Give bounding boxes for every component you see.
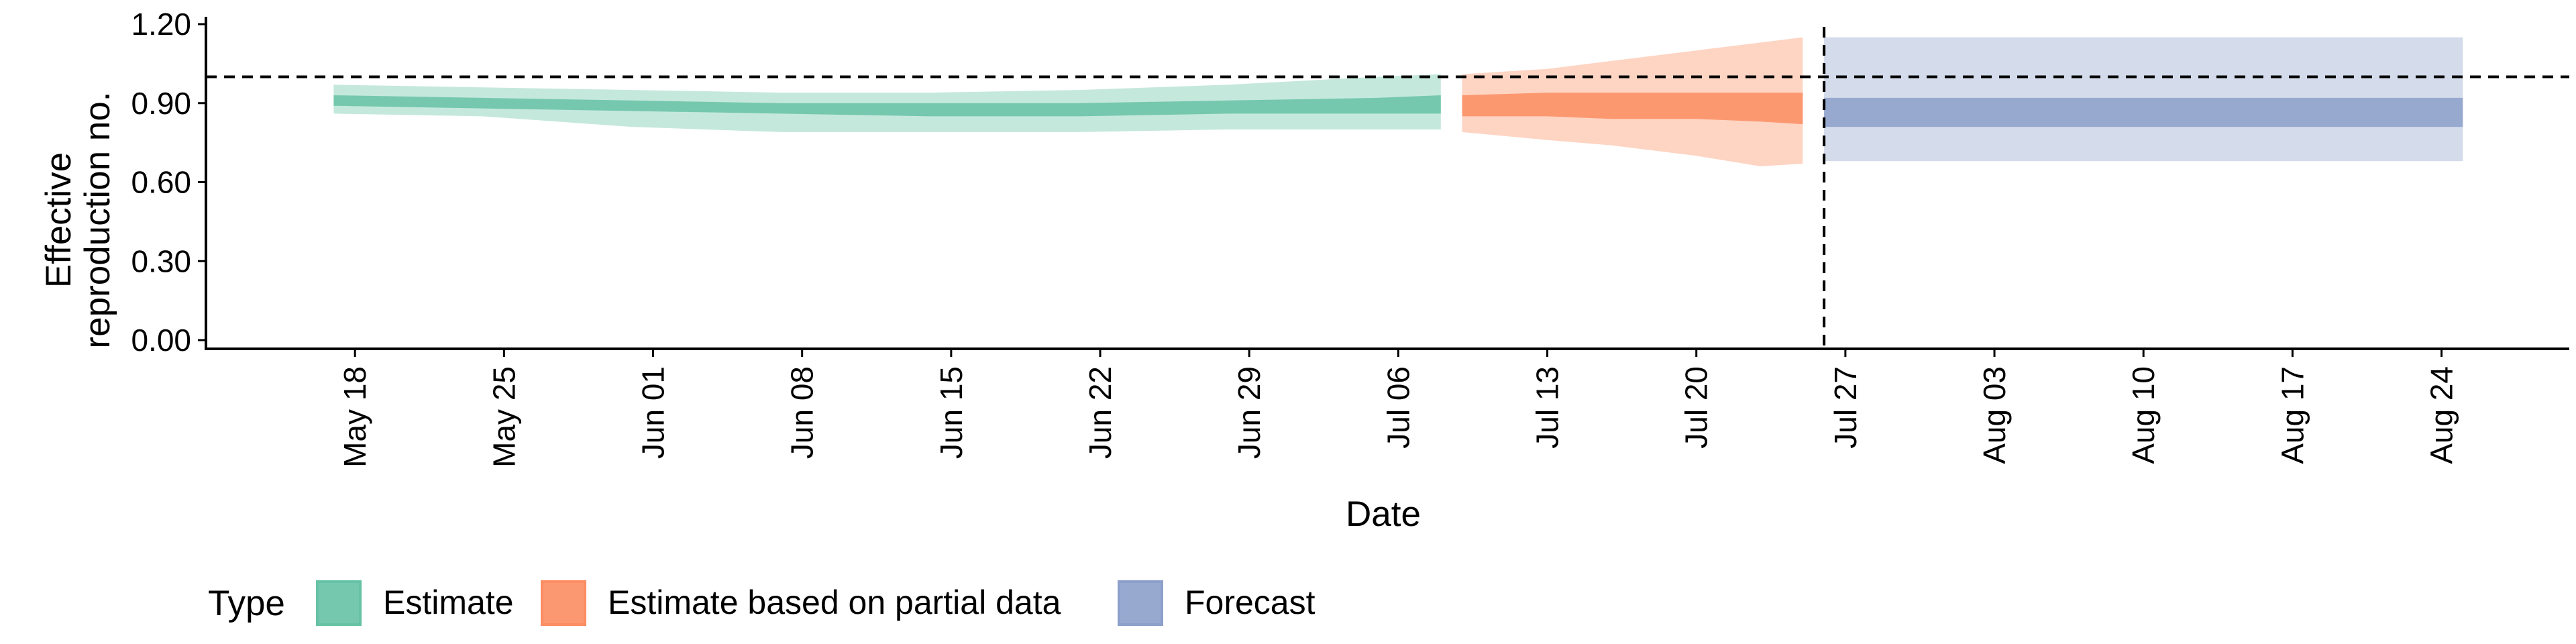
legend-key-forecast (1118, 580, 1163, 626)
y-tick-label: 0.30 (131, 244, 191, 278)
x-tick-label: Jun 15 (934, 366, 969, 459)
estimate-inner-band (333, 95, 1441, 117)
x-tick-label: Jun 29 (1232, 366, 1267, 459)
estimate-based-on-partial-data-inner-band (1462, 93, 1803, 125)
forecast-inner-band (1824, 97, 2463, 127)
x-tick-label: Jul 13 (1530, 366, 1565, 449)
axes (205, 17, 2569, 350)
x-tick-label: Aug 24 (2424, 366, 2459, 464)
y-tick-label: 0.00 (131, 323, 191, 358)
y-axis-label-line: reproduction no. (78, 91, 117, 348)
x-tick-label: May 18 (337, 366, 372, 468)
x-tick-label: Aug 17 (2275, 366, 2310, 464)
legend: Type Estimate Estimate based on partial d… (208, 580, 1316, 626)
x-tick-label: Jun 22 (1083, 366, 1118, 459)
y-axis-label: Effectivereproduction no. (39, 91, 117, 348)
x-tick-label: Jun 01 (636, 366, 671, 459)
reference-lines (206, 27, 2569, 349)
legend-title: Type (208, 584, 285, 623)
x-tick-label: Jun 08 (785, 366, 820, 459)
legend-key-estimate (316, 580, 362, 626)
y-tick-label: 0.90 (131, 86, 191, 121)
x-tick-label: Aug 03 (1977, 366, 2012, 464)
legend-label-estimate: Estimate (383, 584, 514, 621)
x-tick-label: Aug 10 (2126, 366, 2161, 464)
legend-label-estimate-based-on-partial-data: Estimate based on partial data (608, 584, 1061, 621)
estimate-outer-band (333, 74, 1441, 132)
y-axis-ticks: 0.00 0.30 0.60 0.90 1.20 (131, 7, 206, 358)
x-tick-label: May 25 (486, 366, 521, 468)
uncertainty-bands (333, 37, 2463, 166)
x-axis-ticks: May 18 May 25 Jun 01 Jun 08 Jun 15 Jun 22 Jun … (337, 349, 2459, 468)
legend-label-forecast: Forecast (1185, 584, 1316, 621)
x-axis-label: Date (1346, 494, 1421, 534)
y-tick-label: 1.20 (131, 7, 191, 42)
legend-key-estimate-based-on-partial-data (541, 580, 586, 626)
y-axis-label-line: Effective (39, 152, 78, 288)
x-tick-label: Jul 20 (1679, 366, 1714, 449)
x-tick-label: Jul 06 (1381, 366, 1415, 449)
y-tick-label: 0.60 (131, 165, 191, 200)
x-tick-label: Jul 27 (1828, 366, 1863, 449)
